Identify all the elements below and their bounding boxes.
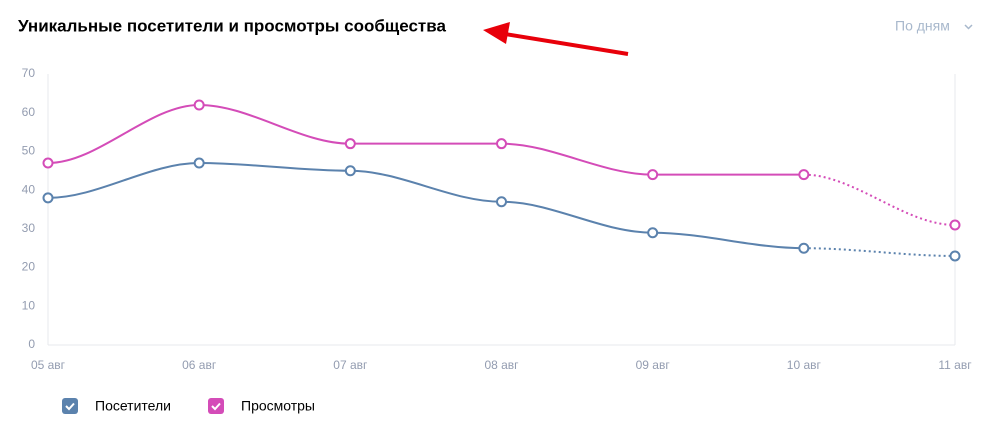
x-tick-label: 10 авг (787, 358, 822, 372)
point-marker (193, 99, 205, 111)
y-tick-label: 60 (22, 105, 36, 119)
point-marker (949, 219, 961, 231)
chart-title: Уникальные посетители и просмотры сообще… (18, 16, 446, 35)
legend-checkbox[interactable] (62, 398, 78, 414)
point-marker (798, 169, 810, 181)
x-tick-label: 07 авг (333, 358, 368, 372)
x-tick-label: 06 авг (182, 358, 217, 372)
series-line (47, 103, 804, 176)
legend-checkbox[interactable] (208, 398, 224, 414)
series-line (47, 162, 804, 250)
point-marker (344, 138, 356, 150)
point-marker (496, 196, 507, 208)
x-tick-label: 09 авг (636, 358, 671, 372)
y-tick-label: 0 (28, 337, 35, 351)
point-marker (344, 165, 356, 177)
legend-label[interactable]: Просмотры (241, 398, 315, 414)
point-marker (798, 242, 810, 254)
x-tick-label: 08 авг (484, 358, 519, 372)
legend-check (65, 402, 75, 411)
arrow-head (483, 22, 510, 44)
period-dropdown[interactable]: По дням (895, 18, 973, 34)
dropdown-chevron (964, 24, 973, 30)
y-tick-label: 20 (22, 260, 36, 274)
y-tick-label: 30 (22, 221, 36, 235)
y-tick-label: 40 (22, 182, 36, 196)
series-line-partial (803, 247, 956, 257)
point-marker (42, 192, 54, 204)
legend-label[interactable]: Посетители (95, 398, 171, 414)
x-tick-label: 11 авг (938, 358, 972, 372)
legend-check (211, 402, 221, 411)
y-tick-label: 50 (22, 144, 36, 158)
point-marker (949, 250, 961, 262)
arrow-shaft (504, 32, 629, 56)
point-marker (42, 157, 54, 169)
y-tick-label: 10 (22, 298, 36, 312)
series-line-partial (803, 173, 956, 226)
point-marker (647, 227, 659, 239)
y-tick-label: 70 (22, 66, 36, 80)
point-marker (647, 169, 659, 181)
point-marker (193, 157, 205, 169)
point-marker (496, 138, 507, 150)
period-label[interactable]: По дням (895, 18, 950, 34)
red-arrow (483, 22, 629, 56)
x-tick-label: 05 авг (31, 358, 66, 372)
